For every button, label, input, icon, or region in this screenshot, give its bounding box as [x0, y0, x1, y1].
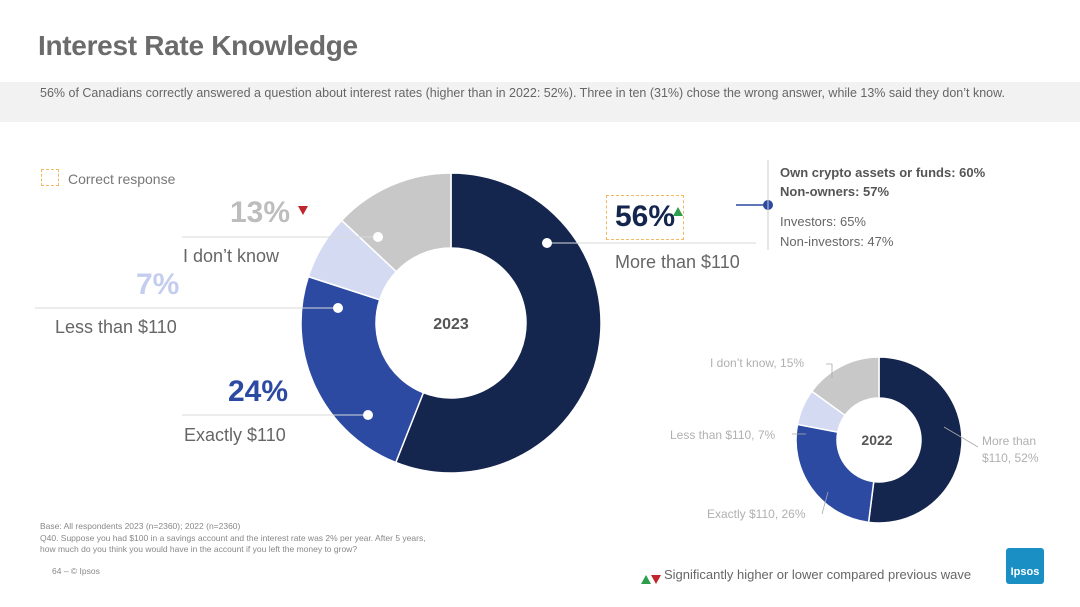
exactly-label: Exactly $110 — [184, 425, 286, 445]
small-more-label-line2: $110, 52% — [982, 451, 1039, 465]
callout-non-investors: Non-investors: 47% — [780, 234, 894, 249]
more-label: More than $110 — [615, 252, 740, 272]
page-number: 64 – © Ipsos — [52, 566, 100, 576]
significance-note: Significantly higher or lower compared p… — [664, 567, 972, 582]
footnote-base: Base: All respondents 2023 (n=2360); 202… — [40, 521, 241, 531]
donut-2023-center-label: 2023 — [433, 316, 469, 333]
callout-crypto-owners: Own crypto assets or funds: 60% — [780, 165, 986, 180]
donut-2022-slice-more-than-110 — [867, 356, 963, 524]
callout-investors: Investors: 65% — [780, 214, 866, 229]
donut-2023-slice-more-than-110 — [394, 172, 602, 474]
small-less-label: Less than $110, 7% — [670, 428, 776, 442]
leader-dot-exactly — [363, 410, 373, 420]
leader-dot-less — [333, 303, 343, 313]
footnote-question-2: how much do you think you would have in … — [40, 544, 358, 554]
donut-2023-slice-dont-know — [340, 172, 452, 273]
correct-response-box — [606, 195, 684, 240]
legend-correct-response: Correct response — [68, 171, 176, 187]
legend-up-icon — [641, 575, 651, 584]
dont-know-pct: 13% — [230, 196, 291, 229]
less-pct: 7% — [136, 268, 180, 301]
donut-2023 — [300, 172, 602, 474]
donut-2022-slice-exactly-110 — [795, 423, 875, 524]
less-label: Less than $110 — [55, 317, 177, 337]
significantly-lower-icon — [298, 206, 309, 215]
callout-non-owners: Non-owners: 57% — [780, 184, 890, 199]
footnote-question-1: Q40. Suppose you had $100 in a savings a… — [40, 533, 426, 543]
correct-response-swatch — [41, 169, 59, 186]
small-leader-dont-know — [826, 363, 833, 378]
small-leader-exactly — [821, 491, 829, 515]
leader-dot-more — [542, 238, 552, 248]
small-dont-know-label: I don’t know, 15% — [710, 356, 805, 370]
more-pct: 56% — [615, 200, 676, 233]
significantly-higher-icon — [673, 207, 683, 216]
small-exactly-label: Exactly $110, 26% — [707, 507, 806, 521]
leader-dot-dont-know — [373, 232, 383, 242]
small-more-label-line1: More than — [982, 434, 1037, 448]
small-leader-more — [943, 426, 979, 448]
ipsos-logo: Ipsos — [1006, 548, 1044, 584]
donut-2022-slice-dont-know — [810, 356, 880, 417]
page-title: Interest Rate Knowledge — [38, 30, 358, 61]
exactly-pct: 24% — [228, 375, 289, 408]
donut-2022 — [795, 356, 963, 524]
dont-know-label: I don’t know — [183, 246, 280, 266]
subtitle-band — [0, 82, 1080, 122]
donut-2022-center-label: 2022 — [861, 432, 892, 448]
subtitle: 56% of Canadians correctly answered a qu… — [40, 86, 1005, 100]
donut-2023-slice-exactly-110 — [300, 275, 425, 464]
legend-down-icon — [651, 575, 661, 584]
